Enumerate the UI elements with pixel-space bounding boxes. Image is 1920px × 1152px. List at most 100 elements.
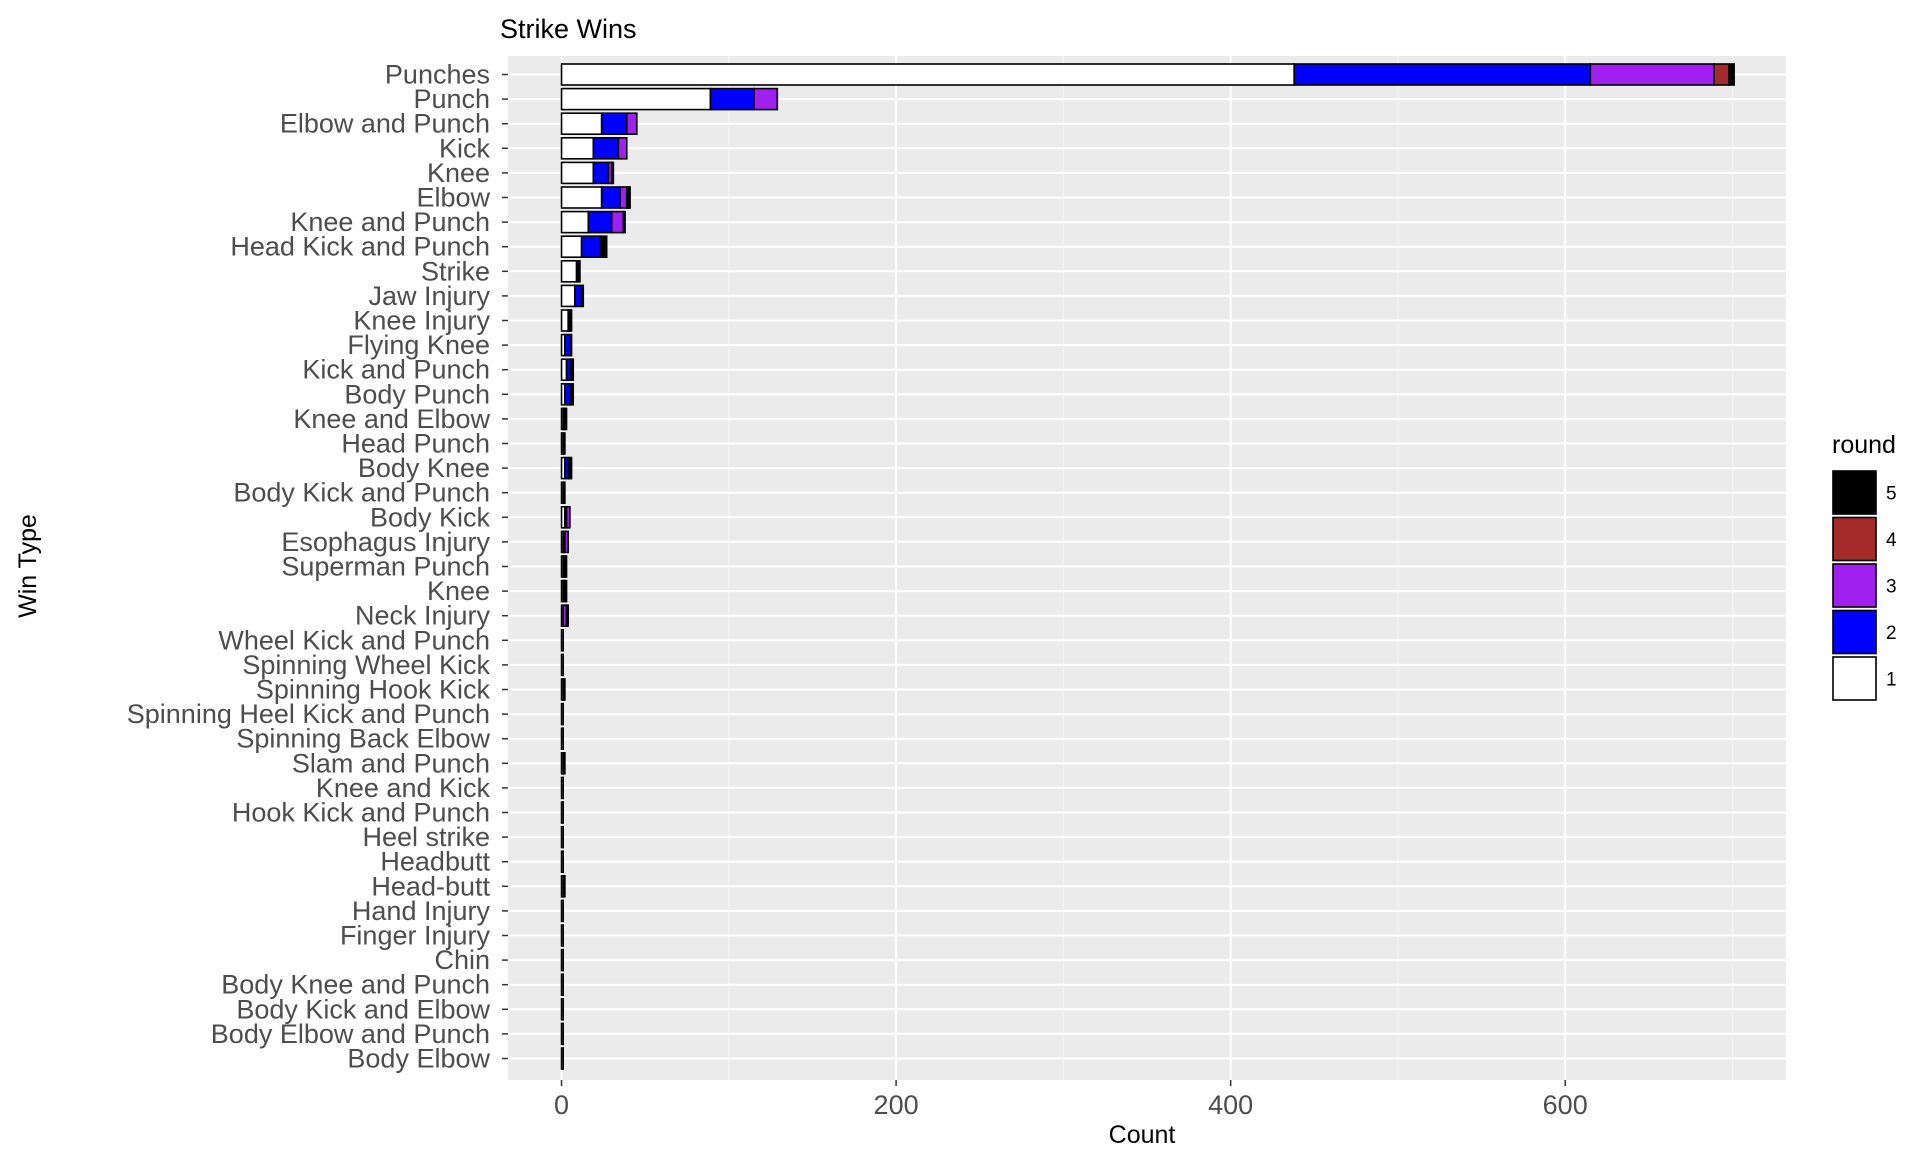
bar-segment-round-1 [560,186,603,209]
bar-segment-round-1 [560,628,565,652]
y-tick-label: Chin [434,945,490,975]
bar-segment-round-2 [574,284,583,308]
bar-segment-round-2 [587,210,613,234]
y-tick-label: Body Punch [344,379,490,409]
bar-segment-round-1 [560,924,565,947]
bar-segment-round-1 [560,850,565,874]
legend-swatch-round-5 [1832,470,1877,515]
y-tick-label: Knee [427,576,490,606]
x-axis-title: Count [1109,1121,1176,1149]
bar-segment-round-5 [562,481,566,505]
y-axis-title: Win Type [14,514,42,618]
bar-segment-round-1 [560,309,570,332]
bar-segment-round-5 [564,555,568,578]
x-tick-label: 200 [874,1090,919,1120]
bar-segment-round-3 [617,137,628,160]
y-tick-label: Heel strike [362,822,490,852]
y-tick-label: Hand Injury [352,896,491,926]
bar-segment-round-1 [560,235,583,258]
bar-segment-round-1 [560,997,565,1021]
bar-segment-round-5 [562,678,566,701]
bar-segment-round-1 [560,948,565,972]
y-tick-label: Slam and Punch [292,748,490,778]
y-tick-label: Punch [413,84,490,114]
bar-segment-round-1 [560,1022,565,1046]
bar-segment-round-1 [560,137,595,160]
y-tick-label: Knee and Punch [290,207,490,237]
plot-panel [508,56,1786,1080]
bar-segment-round-3 [625,112,638,135]
bar-segment-round-5 [627,186,631,209]
bar-segment-round-1 [560,801,565,824]
bar-segment-round-5 [569,309,573,332]
legend-label: 3 [1886,577,1897,598]
bar-segment-round-3 [569,333,573,357]
y-tick-label: Body Kick and Elbow [236,994,490,1024]
legend-swatch-round-3 [1832,563,1877,608]
bar-segment-round-2 [600,186,621,209]
bar-segment-round-1 [560,112,603,135]
bar-segment-round-5 [564,407,568,431]
bar-segment-round-5 [569,456,573,480]
bar-segment-round-1 [560,1047,565,1070]
bar-segment-round-3 [610,210,625,234]
legend-title: round [1832,431,1896,459]
bar-segment-round-3 [753,87,779,111]
y-tick-label: Head Kick and Punch [230,232,490,262]
y-tick-label: Spinning Wheel Kick [242,650,490,680]
y-tick-label: Kick [439,133,491,163]
minor-gridlines [728,56,1734,1080]
y-tick-label: Knee and Kick [316,773,491,803]
bar-segment-round-2 [592,161,610,185]
bar-segment-round-3 [1589,63,1715,86]
bar-segment-round-1 [560,161,595,185]
bar-segment-round-3 [619,186,628,209]
y-tick-label: Body Knee and Punch [221,970,490,1000]
y-tick-label: Superman Punch [281,552,490,582]
bar-segment-round-2 [592,137,620,160]
bar-segment-round-1 [560,825,565,849]
bar-segment-round-5 [562,874,566,898]
y-tick-label: Finger Injury [340,921,491,951]
bar-segment-round-1 [560,776,565,800]
legend-label: 1 [1886,670,1897,691]
y-tick-label: Flying Knee [347,330,490,360]
bar-segment-round-5 [570,382,575,406]
legend-swatch-round-1 [1832,656,1877,701]
y-tick-label: Knee Injury [353,306,490,336]
y-tick-label: Hook Kick and Punch [232,798,490,828]
bar-segment-round-3 [565,505,571,529]
bar-segment-round-2 [709,87,755,111]
y-tick-label: Elbow and Punch [280,109,490,139]
y-tick-label: Neck Injury [355,601,491,631]
bar-segment-round-5 [1728,63,1735,86]
y-tick-label: Body Elbow and Punch [211,1019,490,1049]
bar-segment-round-4 [1713,63,1730,86]
chart-title: Strike Wins [500,14,637,44]
x-tick-label: 600 [1543,1090,1588,1120]
bar-segment-round-1 [560,210,590,234]
y-tick-label: Body Kick [370,502,491,532]
bar-segment-round-5 [622,210,626,234]
y-tick-label: Esophagus Injury [281,527,490,557]
y-tick-label: Body Elbow [347,1044,490,1074]
legend-label: 4 [1886,530,1897,551]
legend-label: 5 [1886,484,1897,505]
y-tick-label: Spinning Hook Kick [256,675,491,705]
legend-swatch-round-2 [1832,609,1877,655]
y-tick-label: Headbutt [380,847,490,877]
y-tick-label: Punches [385,60,490,90]
y-tick-label: Knee and Elbow [293,404,490,434]
bar-segment-round-1 [560,899,565,923]
bar-segment-round-5 [564,579,568,603]
y-tick-label: Spinning Heel Kick and Punch [127,699,490,729]
bar-segment-round-5 [562,432,566,455]
y-tick-label: Body Kick and Punch [233,478,490,508]
y-tick-label: Elbow [416,183,490,213]
y-tick-label: Knee [427,158,490,188]
bar-segment-round-2 [580,235,601,258]
bar-segment-round-3 [564,530,570,554]
x-axis-tick-labels: 0 200 400 600 [554,1080,1588,1120]
